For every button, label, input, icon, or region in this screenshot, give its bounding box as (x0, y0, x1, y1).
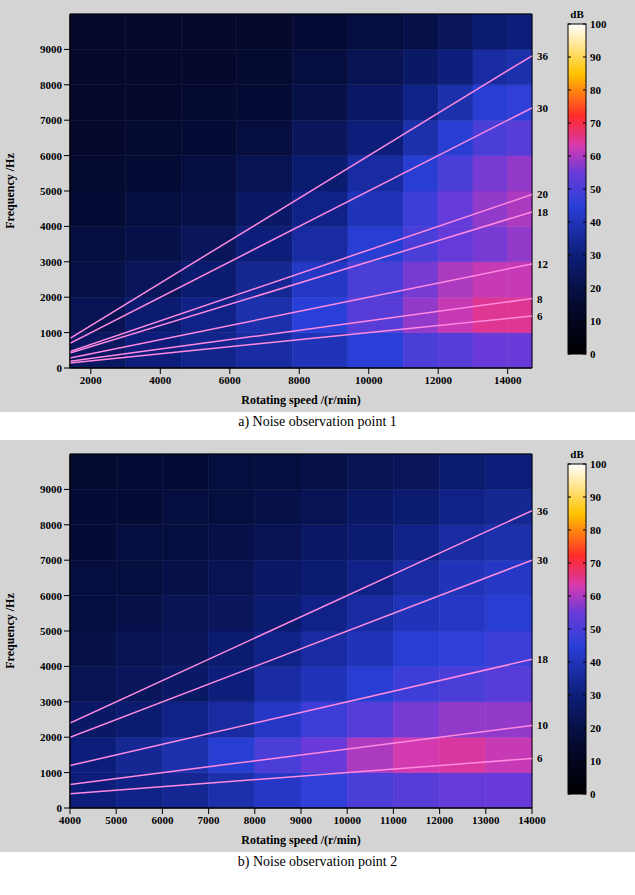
svg-text:90: 90 (590, 491, 602, 503)
svg-text:6000: 6000 (219, 374, 242, 386)
svg-text:36: 36 (537, 50, 549, 62)
svg-text:70: 70 (590, 557, 602, 569)
svg-text:8000: 8000 (40, 519, 63, 531)
svg-text:8000: 8000 (244, 814, 267, 826)
svg-text:12000: 12000 (424, 374, 452, 386)
html-text:b) Noise observation point 2: b) Noise observation point 2 (237, 854, 398, 869)
svg-text:7000: 7000 (198, 814, 221, 826)
svg-text:7000: 7000 (40, 554, 63, 566)
svg-text:13000: 13000 (472, 814, 500, 826)
svg-text:10000: 10000 (333, 814, 361, 826)
svg-text:12: 12 (537, 258, 549, 270)
svg-text:dB: dB (570, 448, 584, 460)
svg-text:100: 100 (590, 18, 607, 30)
svg-text:3000: 3000 (40, 696, 63, 708)
svg-text:20: 20 (537, 188, 549, 200)
svg-text:1000: 1000 (40, 767, 63, 779)
svg-text:0: 0 (57, 802, 63, 814)
svg-text:10000: 10000 (355, 374, 383, 386)
svg-text:18: 18 (537, 206, 549, 218)
svg-text:50: 50 (590, 623, 602, 635)
svg-text:Rotating speed /(r/min): Rotating speed /(r/min) (241, 833, 360, 847)
svg-text:10: 10 (590, 755, 602, 767)
svg-text:6: 6 (537, 310, 543, 322)
svg-text:6: 6 (537, 752, 543, 764)
svg-text:60: 60 (590, 590, 602, 602)
svg-text:20: 20 (590, 722, 602, 734)
svg-text:50: 50 (590, 183, 602, 195)
svg-text:2000: 2000 (40, 731, 63, 743)
svg-text:1000: 1000 (40, 327, 63, 339)
svg-text:14000: 14000 (494, 374, 522, 386)
svg-text:4000: 4000 (40, 660, 63, 672)
svg-text:0: 0 (57, 362, 63, 374)
svg-text:30: 30 (590, 689, 602, 701)
html-text:a) Noise observation point 1: a) Noise observation point 1 (238, 414, 397, 429)
svg-text:5000: 5000 (40, 185, 63, 197)
svg-text:30: 30 (537, 102, 549, 114)
svg-text:Rotating speed /(r/min): Rotating speed /(r/min) (241, 393, 360, 407)
svg-text:9000: 9000 (290, 814, 313, 826)
svg-text:9000: 9000 (40, 43, 63, 55)
svg-text:8000: 8000 (40, 79, 63, 91)
svg-text:36: 36 (537, 505, 549, 517)
svg-text:6000: 6000 (40, 590, 63, 602)
svg-text:6000: 6000 (40, 150, 63, 162)
svg-text:Frequency /Hz: Frequency /Hz (3, 153, 17, 229)
svg-text:11000: 11000 (380, 814, 407, 826)
svg-text:dB: dB (570, 8, 584, 20)
svg-text:5000: 5000 (105, 814, 128, 826)
svg-text:3000: 3000 (40, 256, 63, 268)
svg-text:0: 0 (590, 348, 596, 360)
svg-text:40: 40 (590, 656, 602, 668)
svg-text:10: 10 (590, 315, 602, 327)
svg-text:80: 80 (590, 524, 602, 536)
svg-text:12000: 12000 (426, 814, 454, 826)
svg-text:4000: 4000 (40, 220, 63, 232)
svg-text:80: 80 (590, 84, 602, 96)
svg-text:2000: 2000 (40, 291, 63, 303)
svg-text:70: 70 (590, 117, 602, 129)
svg-text:40: 40 (590, 216, 602, 228)
svg-text:6000: 6000 (151, 814, 174, 826)
svg-text:60: 60 (590, 150, 602, 162)
svg-text:7000: 7000 (40, 114, 63, 126)
svg-text:0: 0 (590, 788, 596, 800)
svg-text:2000: 2000 (80, 374, 103, 386)
svg-text:8000: 8000 (288, 374, 311, 386)
svg-text:10: 10 (537, 719, 549, 731)
svg-text:18: 18 (537, 653, 549, 665)
svg-text:4000: 4000 (59, 814, 82, 826)
svg-text:30: 30 (590, 249, 602, 261)
svg-text:20: 20 (590, 282, 602, 294)
svg-text:9000: 9000 (40, 483, 63, 495)
svg-text:5000: 5000 (40, 625, 63, 637)
svg-text:100: 100 (590, 458, 607, 470)
svg-text:14000: 14000 (518, 814, 546, 826)
svg-text:8: 8 (537, 293, 543, 305)
svg-text:4000: 4000 (149, 374, 172, 386)
svg-text:90: 90 (590, 51, 602, 63)
svg-text:30: 30 (537, 554, 549, 566)
svg-text:Frequency /Hz: Frequency /Hz (3, 593, 17, 669)
